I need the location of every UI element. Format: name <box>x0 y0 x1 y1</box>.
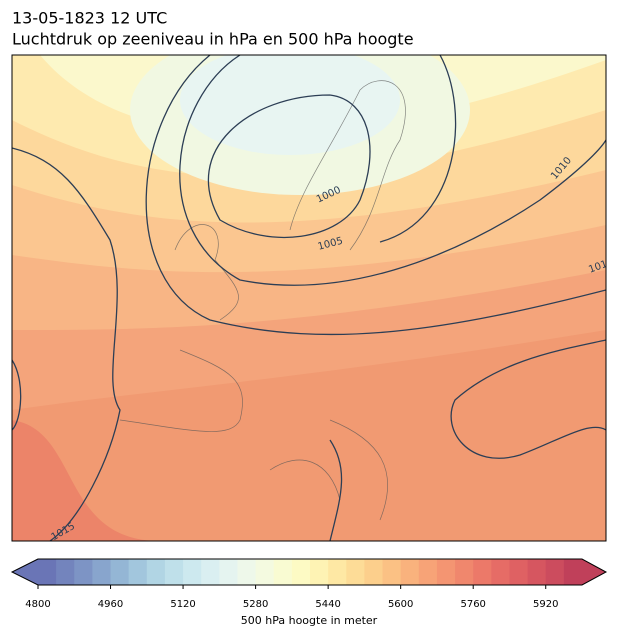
map: 1000 1005 1010 101 1015 <box>12 55 609 541</box>
colorbar-bin <box>382 559 402 585</box>
colorbar-bin <box>563 559 583 585</box>
colorbar-bin <box>400 559 420 585</box>
colorbar-bin <box>164 559 184 585</box>
contour-label: 101 <box>587 259 609 276</box>
colorbar-bin <box>527 559 547 585</box>
colorbar-bin <box>436 559 456 585</box>
colorbar-bin <box>455 559 474 585</box>
colorbar-tick-label: 5280 <box>243 599 268 610</box>
colorbar-tick-label: 5440 <box>315 599 340 610</box>
colorbar-bin <box>56 559 75 585</box>
colorbar-bin <box>110 559 130 585</box>
colorbar-bin <box>509 559 529 585</box>
colorbar-bin <box>545 559 565 585</box>
colorbar-tick-label: 5120 <box>170 599 195 610</box>
colorbar-bin <box>201 559 220 585</box>
colorbar-bin <box>128 559 148 585</box>
colorbar-bin <box>473 559 492 585</box>
colorbar-tick-label: 5600 <box>388 599 413 610</box>
colorbar-bin <box>38 559 57 585</box>
colorbar-bin <box>310 559 329 585</box>
colorbar-bin <box>183 559 202 585</box>
colorbar-extend-max <box>582 559 606 585</box>
colorbar: 4800 4960 5120 5280 5440 5600 5760 5920 <box>10 558 608 610</box>
colorbar-bin <box>346 559 365 585</box>
map-title: Luchtdruk op zeeniveau in hPa en 500 hPa… <box>12 30 414 49</box>
colorbar-bin <box>237 559 257 585</box>
colorbar-bin <box>328 559 347 585</box>
colorbar-tick-label: 4960 <box>98 599 123 610</box>
colorbar-bin <box>74 559 93 585</box>
colorbar-extend-min <box>12 559 38 585</box>
colorbar-bin <box>291 559 311 585</box>
colorbar-bin <box>92 559 112 585</box>
colorbar-bin <box>255 559 275 585</box>
colorbar-outline <box>10 558 608 586</box>
colorbar-tick-label: 5920 <box>533 599 558 610</box>
colorbar-tick-label: 4800 <box>25 599 50 610</box>
date-title: 13-05-1823 12 UTC <box>12 9 167 28</box>
colorbar-bin <box>491 559 510 585</box>
colorbar-tick-label: 5760 <box>460 599 485 610</box>
colorbar-bin <box>418 559 438 585</box>
colorbar-bin <box>273 559 293 585</box>
colorbar-label: 500 hPa hoogte in meter <box>241 614 378 627</box>
colorbar-bin <box>364 559 384 585</box>
map-frame <box>11 54 607 542</box>
colorbar-bin <box>219 559 238 585</box>
colorbar-bin <box>146 559 166 585</box>
